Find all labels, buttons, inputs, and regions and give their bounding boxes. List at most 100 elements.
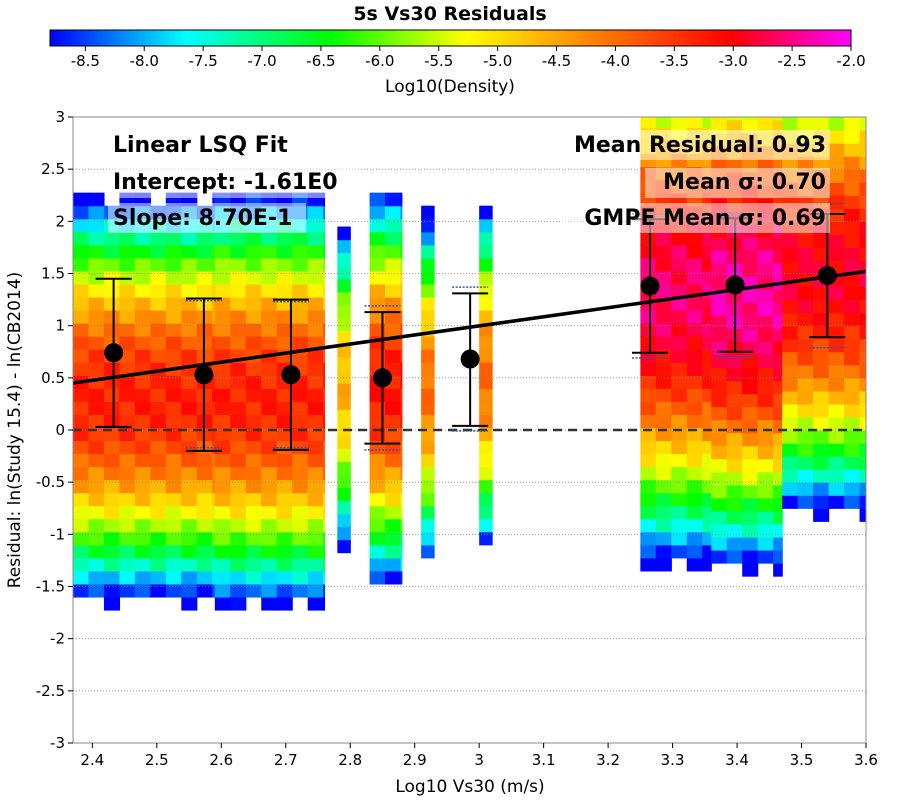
density-cell: [421, 531, 435, 546]
density-cell: [702, 440, 712, 455]
density-cell: [323, 596, 326, 611]
density-cell: [230, 557, 247, 572]
density-cell: [757, 236, 774, 251]
density-cell: [686, 544, 703, 559]
density-cell: [844, 469, 861, 483]
density-cell: [813, 234, 830, 249]
density-cell: [323, 388, 326, 402]
density-cell: [88, 557, 105, 572]
density-cell: [292, 583, 309, 598]
density-cell: [230, 596, 247, 611]
density-cell: [103, 557, 121, 572]
density-cell: [655, 362, 672, 376]
mean-point: [281, 365, 301, 385]
density-cell: [214, 388, 231, 402]
density-cell: [276, 336, 293, 350]
density-cell: [385, 544, 402, 559]
density-cell: [276, 231, 293, 246]
density-cell: [640, 544, 657, 559]
density-cell: [711, 393, 728, 408]
density-cell: [214, 310, 231, 324]
density-cell: [773, 289, 783, 303]
density-cell: [671, 336, 688, 350]
density-cell: [181, 492, 198, 507]
density-cell: [150, 401, 167, 415]
density-cell: [103, 583, 121, 598]
density-cell: [212, 257, 216, 272]
y-tick-label: -2: [50, 630, 65, 648]
density-cell: [88, 583, 105, 598]
density-cell: [369, 270, 386, 285]
density-cell: [671, 310, 688, 324]
density-cell: [686, 244, 703, 259]
density-cell: [73, 570, 90, 585]
density-cell: [230, 283, 247, 298]
density-cell: [742, 497, 759, 512]
density-cell: [686, 401, 703, 415]
density-cell: [773, 236, 783, 251]
density-cell: [421, 440, 435, 455]
density-cell: [150, 414, 167, 428]
density-cell: [859, 169, 866, 183]
density-cell: [671, 414, 688, 428]
density-cell: [385, 244, 402, 259]
density-cell: [711, 497, 728, 512]
density-cell: [671, 283, 688, 298]
density-cell: [711, 315, 728, 329]
density-cell: [385, 349, 402, 363]
density-cell: [828, 299, 845, 314]
density-cell: [782, 482, 799, 496]
density-cell: [103, 440, 121, 455]
density-cell: [859, 495, 866, 509]
density-cell: [214, 362, 231, 376]
density-cell: [134, 414, 151, 428]
density-cell: [73, 479, 90, 494]
density-cell: [307, 414, 324, 428]
x-axis-label: Log10 Vs30 (m/s): [395, 777, 544, 797]
density-cell: [212, 375, 216, 389]
density-cell: [103, 270, 121, 285]
density-cell: [400, 505, 403, 520]
density-cell: [797, 430, 814, 444]
density-cell: [671, 479, 688, 494]
density-cell: [813, 299, 830, 314]
density-cell: [400, 323, 403, 337]
density-cell: [369, 205, 386, 220]
density-cell: [261, 244, 278, 259]
mean-point: [194, 365, 214, 385]
density-cell: [844, 416, 861, 431]
density-cell: [385, 531, 402, 546]
density-cell: [686, 440, 703, 455]
density-cell: [711, 250, 728, 264]
density-cell: [782, 456, 799, 470]
density-cell: [773, 471, 783, 486]
density-cell: [702, 388, 712, 402]
density-cell: [134, 375, 151, 389]
density-cell: [782, 299, 799, 314]
density-cell: [421, 257, 435, 272]
density-cell: [782, 377, 799, 392]
density-cell: [773, 158, 783, 173]
density-cell: [181, 583, 198, 598]
density-cell: [782, 338, 799, 353]
density-cell: [230, 531, 247, 546]
density-cell: [828, 390, 845, 405]
mean-point: [817, 266, 837, 286]
density-cell: [337, 278, 351, 293]
density-cell: [307, 310, 324, 324]
density-cell: [782, 430, 799, 444]
density-cell: [702, 453, 712, 468]
density-cell: [88, 401, 105, 415]
density-cell: [212, 336, 216, 350]
density-cell: [103, 531, 121, 546]
density-cell: [859, 234, 866, 249]
density-cell: [655, 466, 672, 481]
density-cell: [150, 544, 167, 559]
density-cell: [88, 479, 105, 494]
density-cell: [844, 299, 861, 314]
density-cell: [276, 323, 293, 337]
fit-title-text: Linear LSQ Fit: [113, 133, 288, 158]
density-cell: [103, 231, 121, 246]
density-cell: [261, 257, 278, 272]
density-cell: [261, 492, 278, 507]
